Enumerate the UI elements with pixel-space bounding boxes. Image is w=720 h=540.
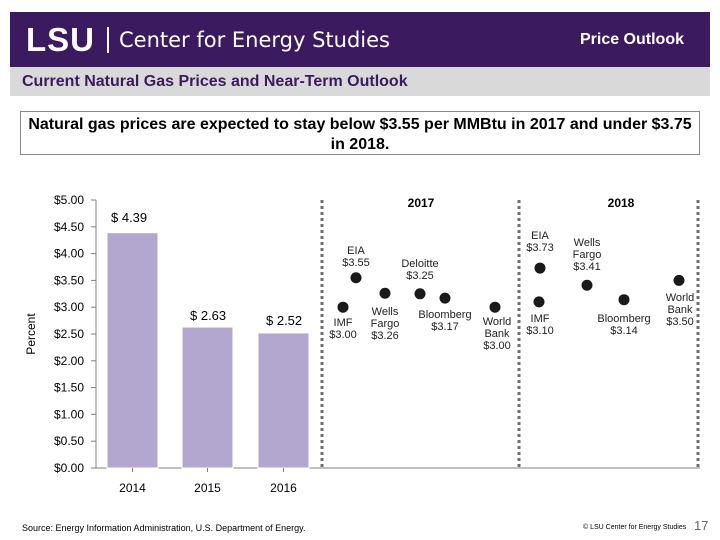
- period-label-2017: 2017: [408, 196, 435, 210]
- forecast-label-line: EIA: [347, 245, 365, 257]
- bar: [257, 332, 310, 469]
- page-title: Price Outlook: [579, 31, 684, 48]
- forecast-label-line: EIA: [531, 230, 549, 242]
- bar: [106, 232, 159, 469]
- forecast-label-line: Bank: [484, 328, 510, 340]
- forecast-label: EIA $3.55: [342, 245, 370, 269]
- forecast-label: Wells Fargo $3.26: [371, 306, 400, 342]
- y-tick-label: $0.50: [54, 434, 84, 448]
- forecast-label-line: IMF: [334, 317, 353, 329]
- bar-data-label: $ 2.63: [190, 308, 226, 323]
- forecast-label-line: $3.55: [342, 257, 370, 269]
- forecast-label-line: Wells: [372, 306, 399, 318]
- forecast-label-line: Bloomberg: [418, 309, 471, 321]
- forecast-label-line: World: [666, 292, 695, 304]
- forecast-label-line: IMF: [531, 313, 550, 325]
- subtitle-bar: Current Natural Gas Prices and Near-Term…: [10, 67, 710, 96]
- forecast-label-line: Wells: [574, 237, 601, 249]
- forecast-label: World Bank $3.00: [483, 316, 512, 352]
- lsu-logo: LSU Center for Energy Studies: [26, 21, 391, 58]
- forecast-label-line: $3.00: [483, 340, 511, 352]
- forecast-label-line: $3.26: [371, 330, 399, 342]
- period-label-2018: 2018: [608, 196, 635, 210]
- slide-subtitle: Current Natural Gas Prices and Near-Term…: [22, 73, 408, 90]
- forecast-label: EIA $3.73: [526, 230, 554, 254]
- y-tick-label: $4.50: [54, 220, 84, 234]
- forecast-label-line: Bloomberg: [597, 313, 650, 325]
- forecast-label: IMF $3.00: [329, 317, 357, 341]
- forecast-marker: [379, 287, 391, 299]
- forecast-marker: [350, 272, 362, 284]
- y-axis-label: Percent: [24, 313, 38, 355]
- y-tick-label: $2.00: [54, 354, 84, 368]
- forecast-label-line: $3.50: [666, 316, 694, 328]
- forecast-label-line: Deloitte: [401, 258, 438, 270]
- forecast-marker: [533, 296, 545, 308]
- y-tick-label: $1.50: [54, 381, 84, 395]
- price-chart: $0.00 $0.50 $1.00 $1.50 $2.00 $2.50 $3.00 $3.50…: [24, 193, 700, 495]
- forecast-label-line: $3.73: [526, 242, 554, 254]
- forecast-marker: [673, 274, 685, 286]
- forecast-label-line: Fargo: [371, 318, 400, 330]
- forecast-marker: [489, 301, 501, 313]
- forecast-marker: [534, 262, 546, 274]
- y-tick-label: $4.00: [54, 247, 84, 261]
- header-bar: LSU Center for Energy Studies Price Outl…: [10, 12, 710, 67]
- logo-divider: [107, 27, 109, 53]
- copyright-note: © LSU Center for Energy Studies: [583, 524, 687, 531]
- x-tick-label: 2016: [270, 481, 297, 495]
- forecast-label: Bloomberg $3.17: [418, 309, 471, 333]
- center-name: Center for Energy Studies: [119, 28, 391, 52]
- y-tick-label: $2.50: [54, 327, 84, 341]
- page-number: 17: [694, 518, 709, 533]
- forecast-label-line: $3.00: [329, 329, 357, 341]
- y-tick-label: $3.50: [54, 273, 84, 287]
- forecast-label-line: Fargo: [573, 249, 602, 261]
- forecast-marker: [414, 288, 426, 300]
- y-tick-label: $3.00: [54, 300, 84, 314]
- forecast-label: Wells Fargo $3.41: [573, 237, 602, 273]
- forecast-marker: [618, 294, 630, 306]
- y-tick-label: $0.00: [54, 461, 84, 475]
- bar: [181, 326, 234, 469]
- forecast-label-line: World: [483, 316, 512, 328]
- forecast-label-line: $3.25: [406, 270, 434, 282]
- forecast-marker: [439, 292, 451, 304]
- bar-data-label: $ 2.52: [266, 313, 302, 328]
- logo-lsu-text: LSU: [26, 21, 95, 58]
- y-tick-label: $5.00: [54, 193, 84, 207]
- forecast-label: IMF $3.10: [526, 313, 554, 337]
- x-tick-label: 2015: [194, 481, 221, 495]
- forecast-label: Bloomberg $3.14: [597, 313, 650, 337]
- forecast-label-line: $3.17: [431, 321, 459, 333]
- forecast-label: Deloitte $3.25: [401, 258, 438, 282]
- forecast-label: World Bank $3.50: [666, 292, 695, 328]
- forecast-label-line: $3.10: [526, 325, 554, 337]
- summary-callout: Natural gas prices are expected to stay …: [20, 111, 700, 155]
- y-tick-label: $1.00: [54, 407, 84, 421]
- x-tick-label: 2014: [119, 481, 146, 495]
- forecast-marker: [337, 301, 349, 313]
- forecast-label-line: $3.14: [610, 325, 638, 337]
- forecast-marker: [581, 279, 593, 291]
- forecast-label-line: $3.41: [573, 261, 601, 273]
- bar-data-label: $ 4.39: [111, 210, 147, 225]
- forecast-label-line: Bank: [667, 304, 693, 316]
- source-note: Source: Energy Information Administratio…: [22, 523, 306, 533]
